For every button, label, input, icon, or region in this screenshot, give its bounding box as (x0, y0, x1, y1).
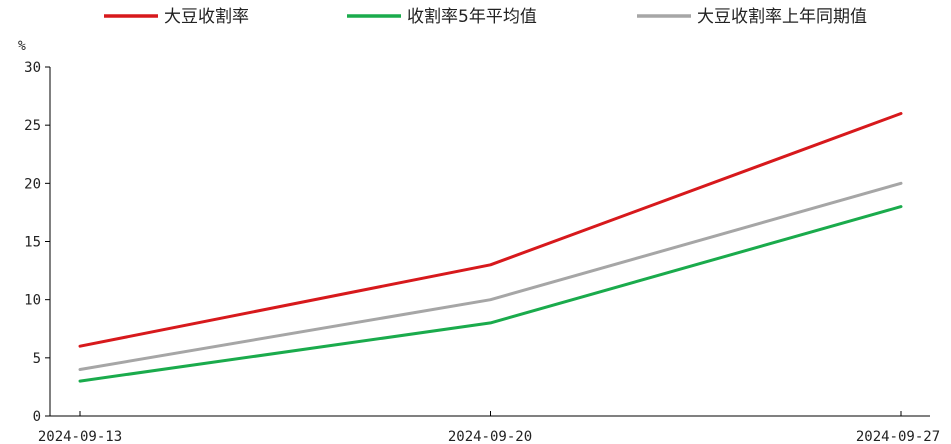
y-tick-label: 25 (24, 118, 41, 134)
y-tick-label: 20 (24, 176, 41, 192)
y-tick-label: 0 (33, 409, 41, 425)
legend-label-2: 收割率5年平均值 (407, 7, 537, 27)
x-ticks: 2024-09-13 2024-09-20 2024-09-27 (38, 411, 940, 444)
y-tick-label: 30 (24, 60, 41, 76)
series-line-3 (78, 181, 903, 371)
legend-label-1: 大豆收割率 (164, 7, 249, 27)
y-ticks: 0 5 10 15 20 25 30 (24, 60, 50, 425)
series-line-2 (78, 205, 903, 383)
x-tick-label: 2024-09-20 (448, 429, 532, 444)
x-tick-label: 2024-09-13 (38, 429, 122, 444)
y-tick-label: 10 (24, 293, 41, 309)
axes (49, 67, 930, 417)
y-axis-unit-label: % (18, 39, 26, 54)
series-line-1 (78, 112, 903, 348)
series-lines (78, 112, 903, 383)
legend: 大豆收割率 收割率5年平均值 大豆收割率上年同期值 (104, 7, 867, 27)
legend-label-3: 大豆收割率上年同期值 (697, 7, 867, 27)
y-tick-label: 5 (33, 351, 41, 367)
x-tick-label: 2024-09-27 (856, 429, 940, 444)
y-tick-label: 15 (24, 235, 41, 251)
